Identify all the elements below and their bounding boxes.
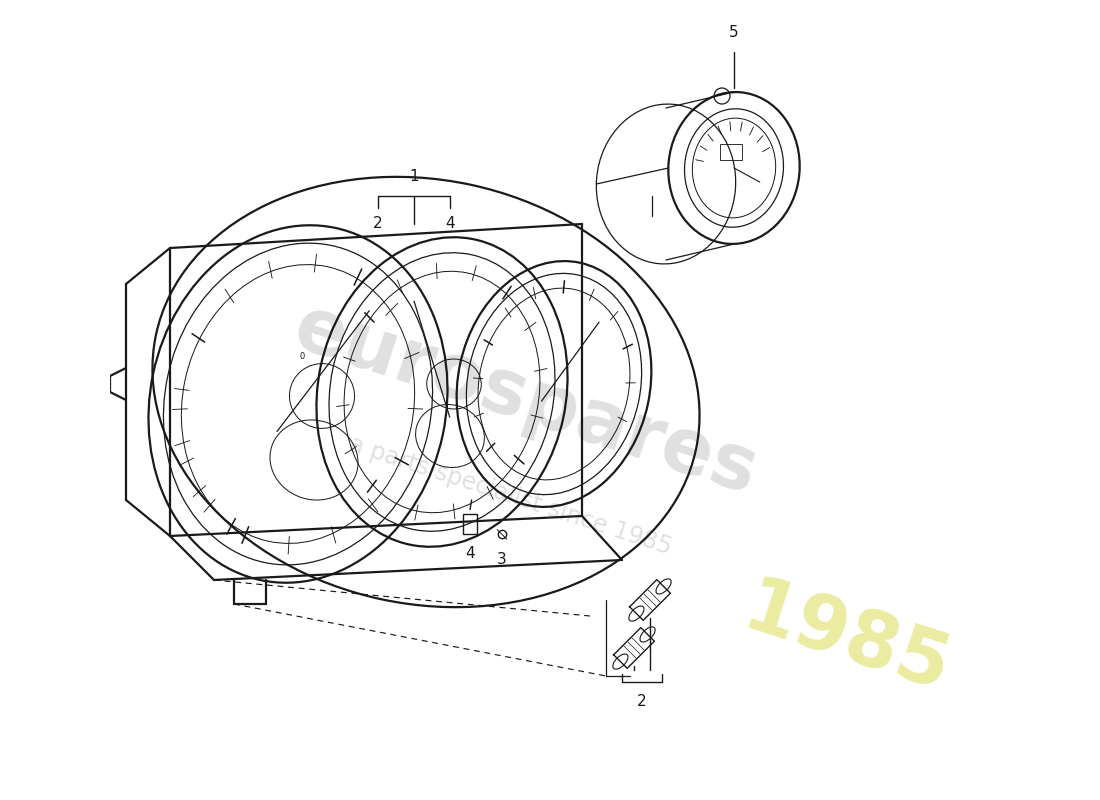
Text: eurospares: eurospares <box>285 290 767 510</box>
Text: 2: 2 <box>637 694 647 709</box>
Text: 1985: 1985 <box>734 572 958 708</box>
Text: 2: 2 <box>373 216 383 231</box>
Text: 3: 3 <box>497 552 507 567</box>
Text: 4: 4 <box>465 546 475 561</box>
Text: 0: 0 <box>299 351 305 361</box>
Text: 1: 1 <box>409 169 419 184</box>
Bar <box>719 144 742 160</box>
Bar <box>463 514 477 534</box>
Text: 4: 4 <box>446 216 454 231</box>
Text: a parts specialist since 1985: a parts specialist since 1985 <box>345 432 674 560</box>
Text: 5: 5 <box>729 25 739 40</box>
